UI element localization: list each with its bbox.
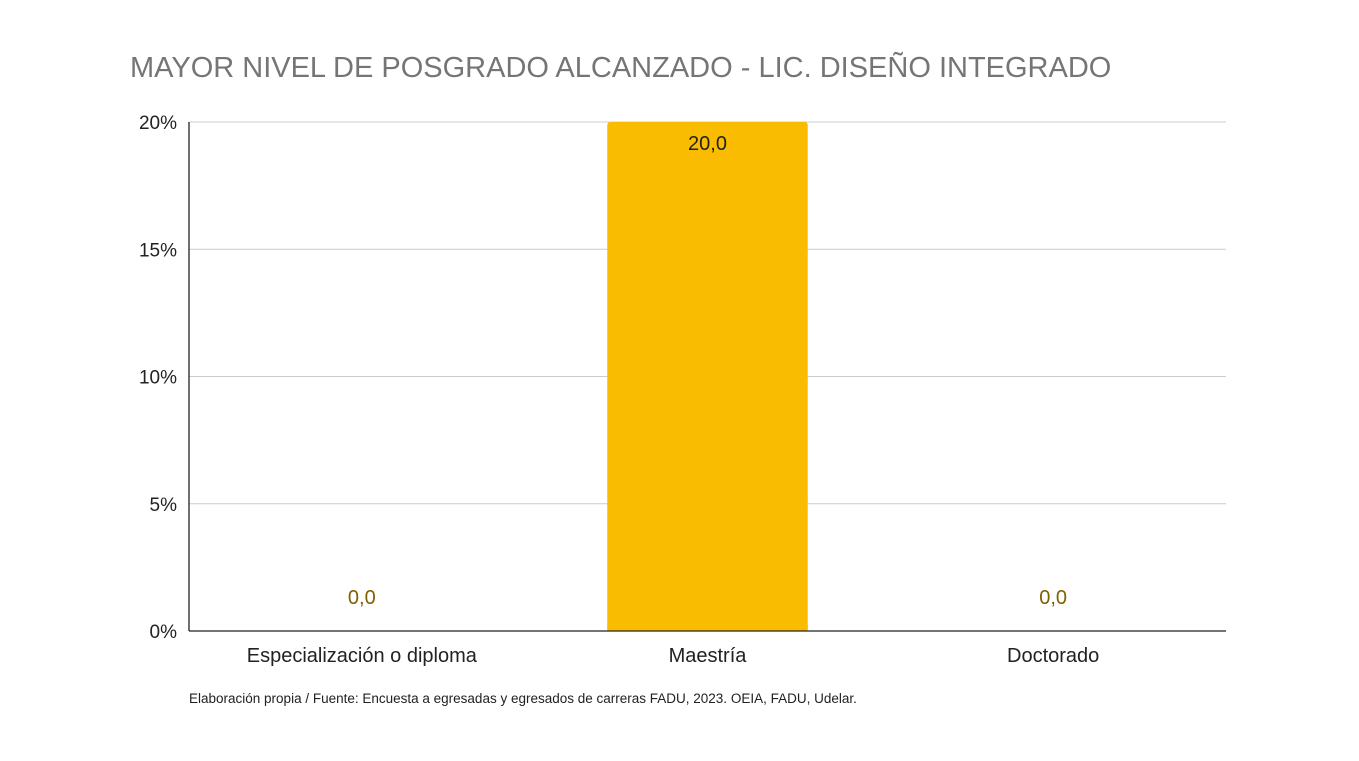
data-label: 0,0	[1039, 587, 1067, 609]
bars	[607, 122, 808, 631]
y-tick-label: 10%	[139, 368, 177, 389]
y-tick-label: 0%	[150, 622, 178, 643]
y-tick-label: 20%	[139, 113, 177, 134]
data-label: 0,0	[348, 587, 376, 609]
data-labels: 0,0 20,0 0,0	[348, 133, 1067, 609]
x-category-label: Doctorado	[1007, 645, 1099, 667]
data-label: 20,0	[688, 133, 727, 155]
axes	[188, 122, 1226, 632]
bar-base	[607, 625, 808, 631]
x-axis-category-labels: Especialización o diploma Maestría Doctora…	[247, 645, 1100, 667]
chart-title: MAYOR NIVEL DE POSGRADO ALCANZADO - LIC.…	[130, 52, 1112, 84]
y-tick-label: 15%	[139, 240, 177, 261]
x-category-label: Maestría	[669, 645, 748, 667]
x-category-label: Especialización o diploma	[247, 645, 478, 667]
y-tick-label: 5%	[150, 495, 178, 516]
source-note: Elaboración propia / Fuente: Encuesta a …	[189, 691, 857, 706]
bar	[607, 122, 808, 631]
y-axis-tick-labels: 0% 5% 10% 15% 20%	[139, 113, 177, 643]
